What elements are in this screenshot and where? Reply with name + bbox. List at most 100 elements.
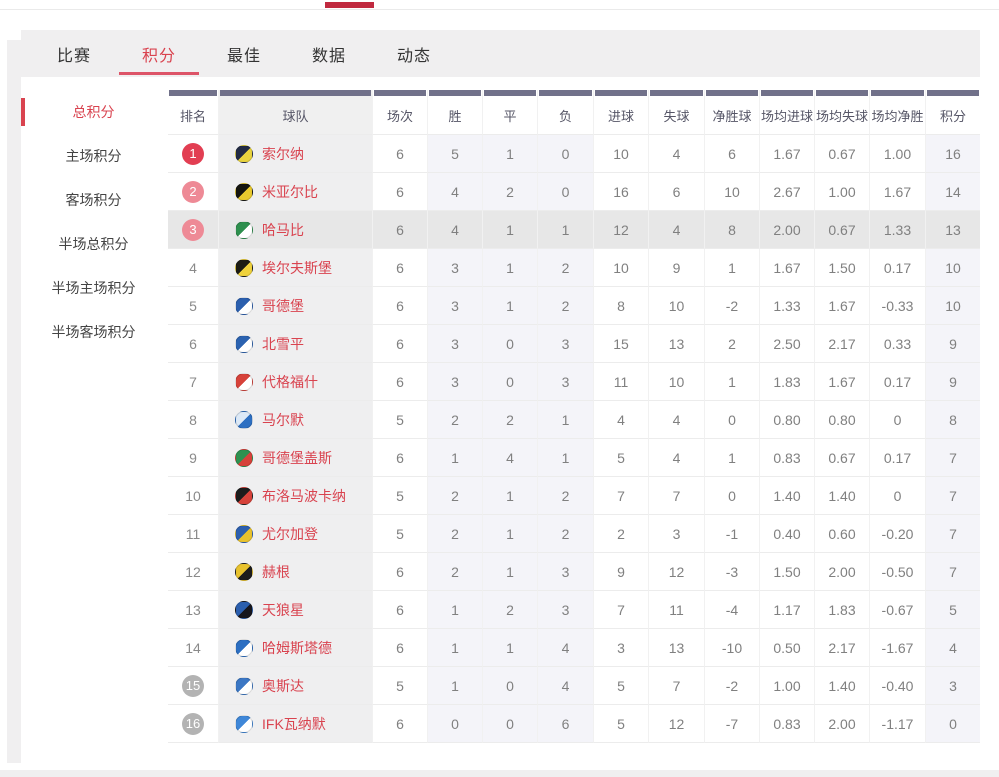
column-header-ga: 失球: [648, 90, 704, 135]
team-crest-icon: [235, 296, 253, 315]
win-cell: 1: [427, 667, 482, 705]
sidebar-item-0[interactable]: 总积分: [21, 90, 166, 134]
win-cell: 0: [427, 705, 482, 743]
loss-cell: 4: [537, 629, 593, 667]
avg_gf-cell: 1.83: [759, 363, 814, 401]
team-cell[interactable]: 代格福什: [218, 363, 372, 401]
loss-cell: 3: [537, 363, 593, 401]
table-row[interactable]: 5 哥德堡 6 3 1 2 8 10 -2 1.33 1.67 -0.33 10: [168, 287, 980, 325]
table-row[interactable]: 15 奥斯达 5 1 0 4 5 7 -2 1.00 1.40 -0.40 3: [168, 667, 980, 705]
table-row[interactable]: 16 IFK瓦纳默 6 0 0 6 5 12 -7 0.83 2.00 -1.17 0: [168, 705, 980, 743]
table-row[interactable]: 9 哥德堡盖斯 6 1 4 1 5 4 1 0.83 0.67 0.17 7: [168, 439, 980, 477]
team-name[interactable]: 北雪平: [262, 335, 304, 352]
sidebar-item-4[interactable]: 半场主场积分: [51, 280, 136, 296]
table-row[interactable]: 10 布洛马波卡纳 5 2 1 2 7 7 0 1.40 1.40 0 7: [168, 477, 980, 515]
sidebar-item-3[interactable]: 半场总积分: [58, 236, 129, 252]
table-row[interactable]: 4 埃尔夫斯堡 6 3 1 2 10 9 1 1.67 1.50 0.17 10: [168, 249, 980, 287]
tab-1[interactable]: 积分: [119, 30, 199, 77]
played-cell: 6: [372, 135, 427, 173]
tab-0[interactable]: 比赛: [56, 47, 91, 65]
table-row[interactable]: 12 赫根 6 2 1 3 9 12 -3 1.50 2.00 -0.50 7: [168, 553, 980, 591]
team-name[interactable]: 索尔纳: [262, 145, 304, 162]
draw-cell: 1: [482, 553, 537, 591]
table-row[interactable]: 1 索尔纳 6 5 1 0 10 4 6 1.67 0.67 1.00 16: [168, 135, 980, 173]
loss-cell: 0: [537, 173, 593, 211]
table-row[interactable]: 2 米亚尔比 6 4 2 0 16 6 10 2.67 1.00 1.67 14: [168, 173, 980, 211]
team-name[interactable]: 哈马比: [262, 221, 304, 238]
rank-cell: 15: [168, 667, 218, 705]
tab-4[interactable]: 动态: [396, 47, 431, 65]
rank-cell: 13: [168, 591, 218, 629]
team-cell[interactable]: 马尔默: [218, 401, 372, 439]
win-cell: 1: [427, 629, 482, 667]
pts-cell: 7: [925, 439, 980, 477]
table-row[interactable]: 14 哈姆斯塔德 6 1 1 4 3 13 -10 0.50 2.17 -1.67 4: [168, 629, 980, 667]
team-name[interactable]: 奥斯达: [262, 677, 304, 694]
team-name[interactable]: 哈姆斯塔德: [262, 639, 332, 656]
team-cell[interactable]: 索尔纳: [218, 135, 372, 173]
avg_ga-cell: 0.60: [814, 515, 869, 553]
team-cell[interactable]: 哥德堡盖斯: [218, 439, 372, 477]
tab-2[interactable]: 最佳: [226, 47, 261, 65]
sidebar-item-5[interactable]: 半场客场积分: [51, 324, 136, 340]
table-header-row: 排名 球队 场次胜平负进球 失球 净胜球 场均进球 场均失球 场均净胜 积分: [168, 90, 980, 135]
team-name[interactable]: 代格福什: [262, 373, 318, 390]
gd-cell: 0: [704, 477, 759, 515]
avg_gf-cell: 0.40: [759, 515, 814, 553]
pts-cell: 16: [925, 135, 980, 173]
team-name[interactable]: 哥德堡: [262, 297, 304, 314]
team-name[interactable]: 布洛马波卡纳: [262, 487, 346, 504]
team-crest-icon: [235, 524, 253, 543]
team-name[interactable]: 天狼星: [262, 601, 304, 618]
avg_gf-cell: 1.33: [759, 287, 814, 325]
team-cell[interactable]: 埃尔夫斯堡: [218, 249, 372, 287]
team-cell[interactable]: 哈马比: [218, 211, 372, 249]
standings-table-container: 排名 球队 场次胜平负进球 失球 净胜球 场均进球 场均失球 场均净胜 积分 1 索尔纳 6 5 1 0 1…: [168, 90, 980, 743]
table-row[interactable]: 11 尤尔加登 5 2 1 2 2 3 -1 0.40 0.60 -0.20 7: [168, 515, 980, 553]
played-cell: 6: [372, 173, 427, 211]
team-name[interactable]: 哥德堡盖斯: [262, 449, 332, 466]
avg_gf-cell: 1.50: [759, 553, 814, 591]
table-row[interactable]: 13 天狼星 6 1 2 3 7 11 -4 1.17 1.83 -0.67 5: [168, 591, 980, 629]
team-cell[interactable]: 布洛马波卡纳: [218, 477, 372, 515]
win-cell: 2: [427, 401, 482, 439]
rank-cell: 3: [168, 211, 218, 249]
pts-cell: 4: [925, 629, 980, 667]
team-cell[interactable]: 奥斯达: [218, 667, 372, 705]
team-name[interactable]: IFK瓦纳默: [262, 715, 326, 732]
team-name[interactable]: 赫根: [262, 563, 290, 580]
win-cell: 5: [427, 135, 482, 173]
ga-cell: 7: [648, 667, 704, 705]
gd-cell: 1: [704, 249, 759, 287]
team-name[interactable]: 埃尔夫斯堡: [262, 259, 332, 276]
table-row[interactable]: 8 马尔默 5 2 2 1 4 4 0 0.80 0.80 0 8: [168, 401, 980, 439]
team-cell[interactable]: 哥德堡: [218, 287, 372, 325]
table-row[interactable]: 6 北雪平 6 3 0 3 15 13 2 2.50 2.17 0.33 9: [168, 325, 980, 363]
win-cell: 2: [427, 477, 482, 515]
rank-number: 7: [189, 373, 197, 390]
team-cell[interactable]: 天狼星: [218, 591, 372, 629]
table-row[interactable]: 3 哈马比 6 4 1 1 12 4 8 2.00 0.67 1.33 13: [168, 211, 980, 249]
team-name[interactable]: 米亚尔比: [262, 183, 318, 200]
sidebar-item-2[interactable]: 客场积分: [65, 192, 122, 208]
sidebar-item-1[interactable]: 主场积分: [65, 148, 122, 164]
avg_gf-cell: 1.67: [759, 135, 814, 173]
team-name[interactable]: 尤尔加登: [262, 525, 318, 542]
rank-cell: 2: [168, 173, 218, 211]
team-cell[interactable]: 哈姆斯塔德: [218, 629, 372, 667]
team-cell[interactable]: 北雪平: [218, 325, 372, 363]
tab-3[interactable]: 数据: [311, 47, 346, 65]
avg_gf-cell: 2.00: [759, 211, 814, 249]
draw-cell: 0: [482, 325, 537, 363]
team-cell[interactable]: 尤尔加登: [218, 515, 372, 553]
team-cell[interactable]: IFK瓦纳默: [218, 705, 372, 743]
column-header-gd: 净胜球: [704, 90, 759, 135]
avg_gd-cell: 0: [869, 477, 925, 515]
gf-cell: 8: [593, 287, 648, 325]
team-cell[interactable]: 赫根: [218, 553, 372, 591]
team-cell[interactable]: 米亚尔比: [218, 173, 372, 211]
team-name[interactable]: 马尔默: [262, 411, 304, 428]
avg_ga-cell: 2.00: [814, 553, 869, 591]
win-cell: 4: [427, 173, 482, 211]
table-row[interactable]: 7 代格福什 6 3 0 3 11 10 1 1.83 1.67 0.17 9: [168, 363, 980, 401]
